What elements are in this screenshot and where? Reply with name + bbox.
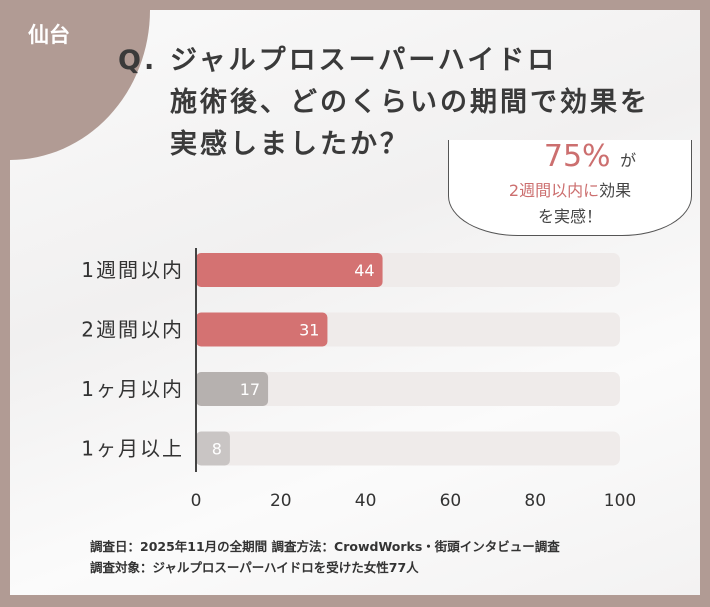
category-label: 2週間以内 (81, 318, 184, 342)
footnote-line: 調査対象：ジャルプロスーパーハイドロを受けた女性77人 (90, 560, 419, 575)
category-label: 1週間以内 (81, 258, 184, 282)
bar-track (196, 372, 620, 406)
category-label: 1ヶ月以上 (81, 437, 184, 461)
region-label: 仙台 (28, 23, 70, 47)
callout-bubble: 75% が 2週間以内に効果 を実感！ (448, 140, 692, 236)
bar-track (196, 431, 620, 466)
callout-percent: 75% (543, 139, 611, 174)
bar (196, 253, 383, 287)
x-tick-label: 40 (355, 491, 377, 511)
bar-value-label: 8 (212, 440, 222, 459)
bar-value-label: 31 (299, 321, 319, 340)
category-label: 1ヶ月以内 (81, 377, 184, 401)
footnote-line: 調査日：2025年11月の全期間 調査方法：CrowdWorks・街頭インタビュ… (90, 539, 560, 554)
bar (196, 312, 328, 347)
x-tick-label: 60 (440, 491, 462, 511)
x-tick-label: 20 (270, 491, 292, 511)
x-tick-label: 0 (191, 491, 202, 511)
question-line: 施術後、どのくらいの期間で効果を (170, 87, 650, 118)
card (10, 10, 700, 595)
callout-particle: が (620, 151, 637, 170)
question-line: ジャルプロスーパーハイドロ (170, 45, 558, 76)
bar-value-label: 17 (240, 380, 260, 399)
question-line: 実感しましたか？ (170, 129, 410, 160)
callout-text: を実感！ (537, 207, 602, 226)
bar-value-label: 44 (354, 261, 374, 280)
x-tick-label: 100 (604, 491, 636, 511)
question-title: Q. ジャルプロスーパーハイドロ 施術後、どのくらいの期間で効果を 実感しました… (118, 40, 650, 166)
bar (196, 372, 269, 406)
question-mark: Q. (118, 45, 158, 76)
x-tick-label: 80 (524, 491, 546, 511)
footnote: 調査日：2025年11月の全期間 調査方法：CrowdWorks・街頭インタビュ… (90, 536, 560, 578)
bar (196, 431, 230, 466)
callout-highlight: 2週間以内に (508, 181, 600, 200)
callout-text: 効果 (599, 181, 632, 200)
